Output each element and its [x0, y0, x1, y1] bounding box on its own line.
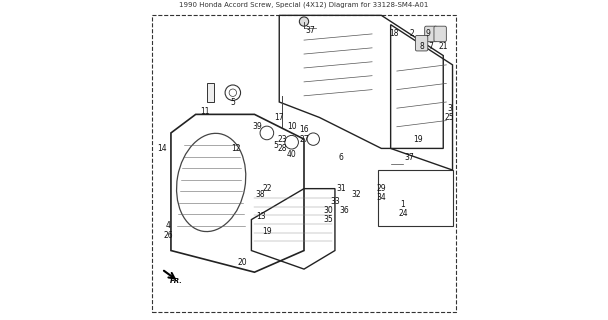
FancyBboxPatch shape — [434, 26, 446, 42]
Text: 36: 36 — [339, 206, 349, 215]
Text: 13: 13 — [256, 212, 266, 221]
Text: 6: 6 — [339, 153, 344, 162]
Text: 29: 29 — [376, 184, 386, 193]
Text: 18: 18 — [389, 29, 398, 38]
Text: 40: 40 — [287, 150, 297, 159]
Text: 10: 10 — [287, 122, 297, 131]
Text: 24: 24 — [398, 209, 408, 218]
Text: 21: 21 — [438, 42, 448, 51]
FancyBboxPatch shape — [207, 84, 214, 102]
Text: 37: 37 — [305, 26, 315, 35]
Text: 26: 26 — [163, 231, 173, 240]
Text: 8: 8 — [419, 42, 424, 51]
Text: 27: 27 — [299, 135, 309, 144]
Text: 39: 39 — [253, 122, 263, 131]
Text: 35: 35 — [324, 215, 334, 224]
Text: 2: 2 — [410, 29, 415, 38]
Text: 28: 28 — [278, 144, 287, 153]
Text: 34: 34 — [376, 193, 386, 203]
Text: 12: 12 — [231, 144, 241, 153]
Text: 22: 22 — [262, 184, 272, 193]
Text: 17: 17 — [274, 113, 284, 122]
Text: 3: 3 — [447, 104, 452, 113]
Text: 5: 5 — [274, 141, 278, 150]
Text: 33: 33 — [330, 196, 340, 205]
Text: 11: 11 — [200, 107, 210, 116]
FancyBboxPatch shape — [415, 36, 428, 51]
Text: 19: 19 — [262, 228, 272, 236]
Circle shape — [299, 17, 309, 26]
Text: 25: 25 — [444, 113, 454, 122]
Text: 7: 7 — [429, 42, 434, 51]
Text: 1: 1 — [401, 200, 406, 209]
Text: 20: 20 — [237, 259, 247, 268]
Text: 32: 32 — [352, 190, 361, 199]
Text: 5: 5 — [230, 98, 235, 107]
Text: 19: 19 — [413, 135, 423, 144]
Text: 16: 16 — [299, 125, 309, 134]
Text: 31: 31 — [336, 184, 346, 193]
Text: 23: 23 — [277, 135, 287, 144]
Text: FR.: FR. — [170, 278, 182, 284]
FancyBboxPatch shape — [424, 26, 437, 42]
Text: 38: 38 — [256, 190, 266, 199]
Text: 4: 4 — [165, 221, 170, 230]
Text: 37: 37 — [404, 153, 414, 162]
Title: 1990 Honda Accord Screw, Special (4X12) Diagram for 33128-SM4-A01: 1990 Honda Accord Screw, Special (4X12) … — [179, 1, 429, 8]
Text: 14: 14 — [157, 144, 167, 153]
Text: 9: 9 — [426, 29, 430, 38]
Text: 30: 30 — [324, 206, 334, 215]
